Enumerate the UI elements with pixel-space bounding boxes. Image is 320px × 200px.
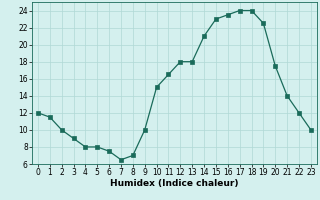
X-axis label: Humidex (Indice chaleur): Humidex (Indice chaleur) xyxy=(110,179,239,188)
